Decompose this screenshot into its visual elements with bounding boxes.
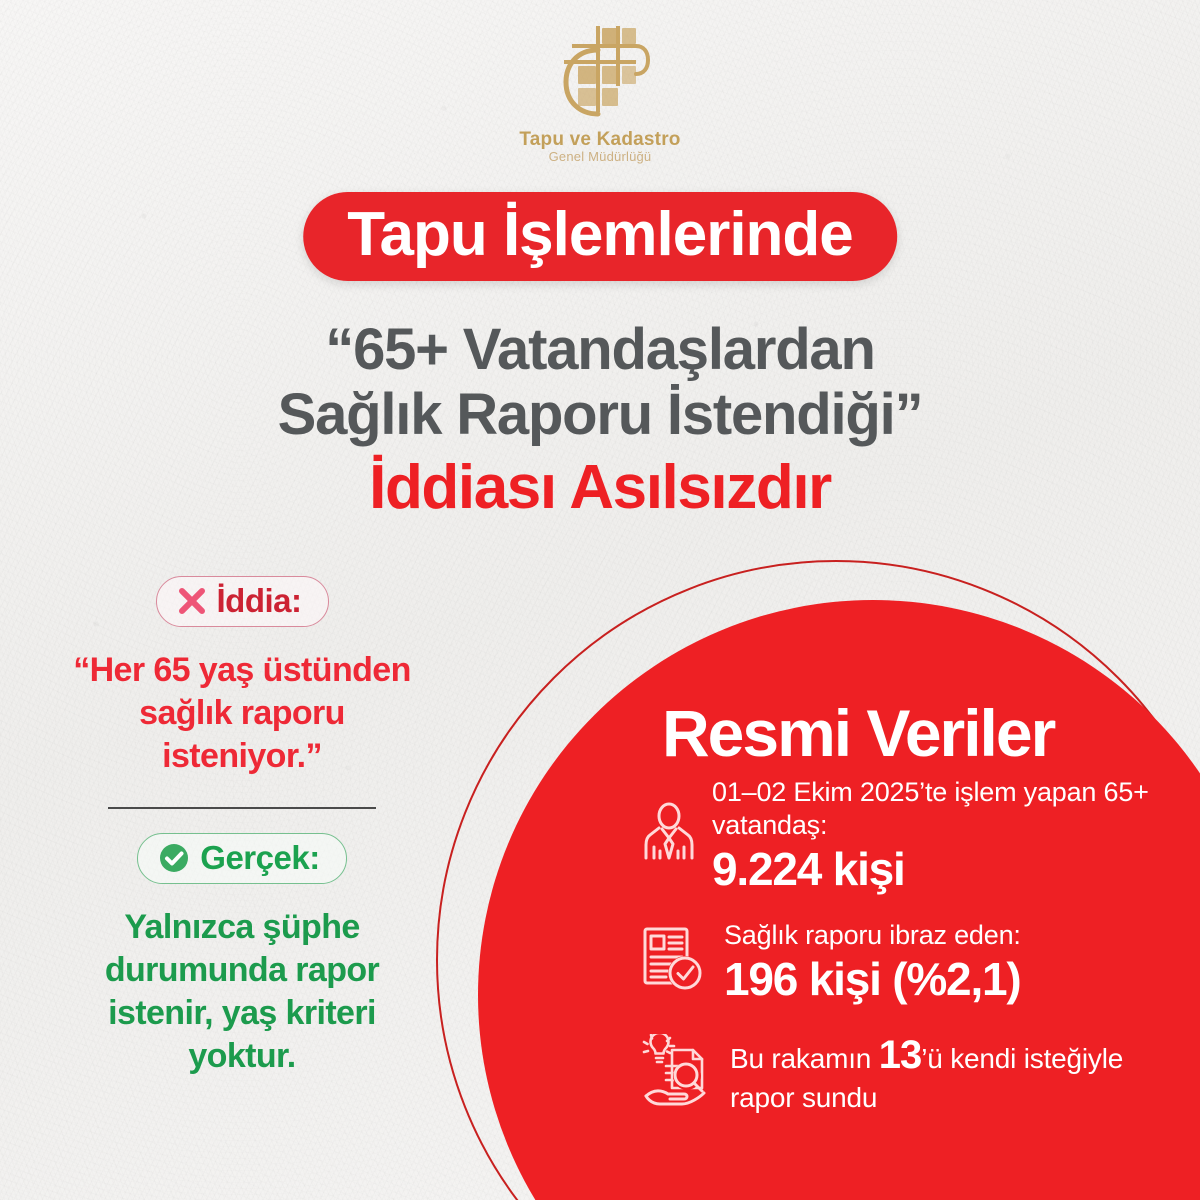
stat-row: Sağlık raporu ibraz eden: 196 kişi (%2,1… [640, 919, 1160, 1005]
banner-title: Tapu İşlemlerinde [347, 200, 854, 269]
x-mark-icon [178, 587, 205, 614]
claim-text: “Her 65 yaş üstünden sağlık raporu isten… [73, 651, 411, 775]
idea-search-hand-icon [642, 1031, 706, 1106]
tapu-kadastro-logo-icon [563, 26, 651, 117]
stat-icon-wrapper [640, 802, 698, 869]
stat-icon-wrapper [640, 1031, 712, 1111]
banner-pill: Tapu İşlemlerinde [303, 192, 897, 282]
headline-block: “65+ Vatandaşlardan Sağlık Raporu İstend… [0, 317, 1200, 522]
person-suit-icon [644, 802, 694, 860]
stat-body: 01–02 Ekim 2025’te işlem yapan 65+ vatan… [712, 776, 1160, 895]
stat-body: Bu rakamın 13’ü kendi isteğiyle rapor su… [730, 1030, 1160, 1116]
stat-label: Sağlık raporu ibraz eden: [724, 920, 1021, 951]
document-check-icon [643, 927, 702, 991]
claim-fact-column: İddia: “Her 65 yaş üstünden sağlık rapor… [62, 576, 422, 1078]
headline-line-2: Sağlık Raporu İstendiği” [277, 381, 924, 447]
claim-badge: İddia: [155, 576, 329, 627]
headline-line-3: İddiası Asılsızdır [369, 452, 832, 522]
stat-row: Bu rakamın 13’ü kendi isteğiyle rapor su… [640, 1030, 1160, 1116]
stat-inline-prefix: Bu rakamın [730, 1042, 879, 1074]
logo-block: Tapu ve Kadastro Genel Müdürlüğü [0, 16, 1200, 165]
fact-badge: Gerçek: [137, 833, 347, 885]
fact-badge-label: Gerçek: [200, 839, 320, 877]
check-circle-icon [160, 843, 189, 872]
stat-label: 01–02 Ekim 2025’te işlem yapan 65+ vatan… [712, 777, 1149, 840]
logo-name: Tapu ve Kadastro [519, 129, 681, 150]
stat-inline-number: 13 [878, 1032, 922, 1077]
stat-value: 196 kişi (%2,1) [724, 953, 1022, 1006]
official-data-panel: Resmi Veriler [640, 700, 1160, 1116]
official-data-title: Resmi Veriler [662, 696, 1056, 770]
logo-subtitle: Genel Müdürlüğü [548, 148, 652, 164]
stat-icon-wrapper [640, 925, 706, 1000]
stat-row: 01–02 Ekim 2025’te işlem yapan 65+ vatan… [640, 776, 1160, 895]
claim-badge-label: İddia: [216, 582, 303, 619]
stat-inline-text: Bu rakamın 13’ü kendi isteğiyle rapor su… [730, 1030, 1160, 1116]
stat-body: Sağlık raporu ibraz eden: 196 kişi (%2,1… [724, 919, 1160, 1005]
section-divider [108, 807, 376, 810]
stat-value: 9.224 kişi [712, 842, 906, 895]
headline-line-1: “65+ Vatandaşlardan [325, 317, 876, 382]
fact-text: Yalnızca şüphe durumunda rapor istenir, … [104, 908, 380, 1075]
